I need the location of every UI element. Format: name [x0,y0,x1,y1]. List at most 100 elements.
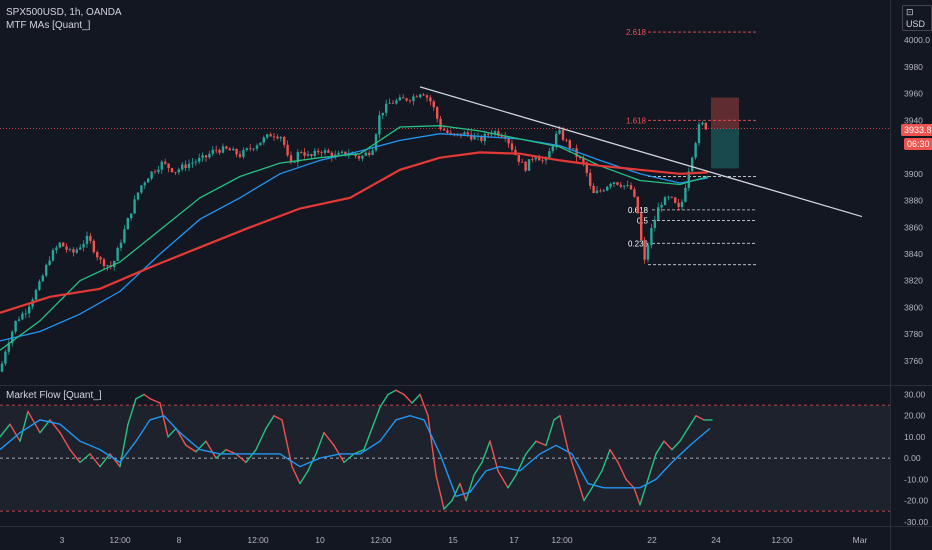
flow-segment [655,440,665,455]
ma-fast-line [0,125,709,351]
flow-tick-label: 10.00 [904,432,926,442]
flow-segment [489,440,499,472]
fib-level-label: 2.618 [626,28,647,37]
candle-body [255,145,259,149]
candle-body [300,152,303,153]
candle-body [323,150,327,153]
candle-body [646,245,650,260]
candle-body [371,150,374,155]
candle-body [436,107,439,119]
flow-segment [353,448,365,455]
candle-body [215,149,218,151]
candle-body [575,148,578,157]
candle-body [456,133,459,135]
candle-body [524,161,527,171]
flow-segment [291,465,301,485]
candle-body [194,161,197,163]
candle-body [317,150,320,153]
candle-body [102,259,106,267]
flow-segment [497,470,509,489]
flow-segment [427,414,437,476]
candle-body [592,185,595,194]
candle-body [633,189,636,197]
flow-segment [451,482,461,502]
candle-body [242,150,245,157]
candle-body [565,139,568,141]
candle-body [691,157,694,172]
candle-body [340,151,344,153]
candle-body [521,161,524,163]
candle-body [497,131,500,136]
candle-body [623,185,626,187]
flow-segment [185,444,197,453]
candle-body [388,102,391,104]
candle-body [391,102,395,104]
currency-button[interactable]: ⊡ USD [902,5,932,31]
flow-segment [307,453,317,472]
price-tick-label: 3800 [904,302,923,312]
candle-body [11,331,14,343]
flow-segment [99,453,111,468]
candle-body [578,156,582,159]
flow-segment [687,414,697,430]
candle-body [490,133,493,135]
flow-segment [19,410,29,442]
flow-segment [9,423,21,442]
flow-segment [195,440,207,453]
candle-body [657,207,660,220]
candle-body [34,289,38,300]
candle-body [558,130,561,134]
flow-segment [127,398,137,425]
candle-body [453,133,456,135]
candle-body [534,157,537,160]
candle-body [419,94,422,98]
flow-segment [69,448,81,464]
candle-body [385,103,388,113]
candle-body [561,130,565,140]
flow-segment [323,431,335,447]
candle-body [136,192,140,200]
candle-body [89,235,92,241]
candle-body [473,136,476,140]
candle-body [259,142,262,146]
candle-body [636,196,639,214]
fib-level-label: 1.618 [626,116,647,125]
candle-body [660,205,663,208]
candle-body [306,154,310,156]
flow-segment [443,499,453,510]
candle-body [293,162,296,164]
candle-body [408,100,412,102]
candle-body [687,171,690,188]
candle-body [181,164,184,170]
candle-body [368,152,371,155]
price-tick-label: 4000.0 [904,35,930,45]
time-tick-label: 3 [60,535,65,545]
flow-segment [625,478,635,489]
candle-body [548,151,551,158]
candle-body [7,342,10,352]
time-tick-label: 17 [509,535,519,545]
last-price-badge: 3933.8 [901,124,932,136]
candle-body [272,136,276,138]
flow-segment [273,414,283,421]
candle-body [313,150,316,157]
candle-body [674,197,677,203]
time-tick-label: 15 [448,535,458,545]
candle-body [425,95,429,98]
flow-segment [679,427,689,442]
flow-tick-label: 20.00 [904,411,926,421]
stop-loss-zone [711,97,739,129]
candle-body [439,118,442,130]
candle-body [429,97,432,102]
candle-body [510,143,514,150]
candle-body [694,143,697,158]
price-tick-label: 3900 [904,169,923,179]
flow-segment [515,453,527,476]
candle-body [303,152,306,156]
flow-segment [265,414,275,430]
candle-body [238,154,242,157]
market-flow-label: Market Flow [Quant_] [6,390,102,401]
candle-body [361,155,364,159]
flow-segment [387,389,397,396]
